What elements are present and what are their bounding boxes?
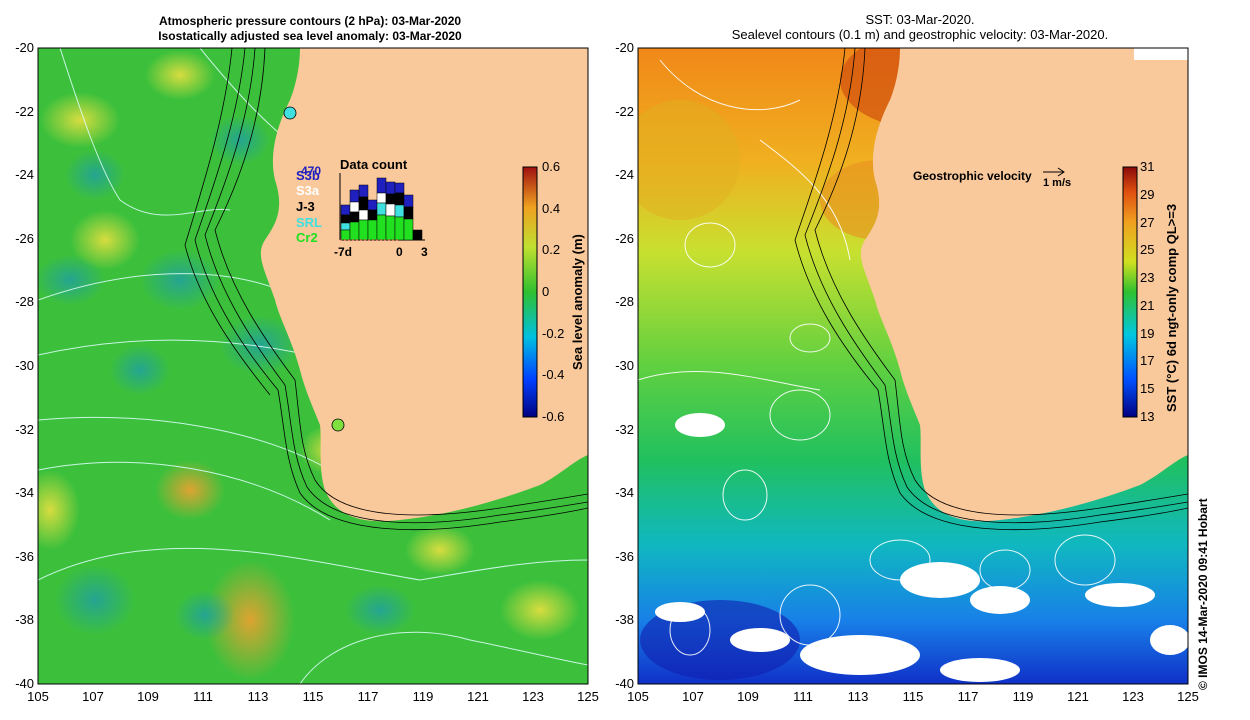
sst-lat-tick: -32 (615, 421, 634, 437)
data-count-title: Data count (340, 157, 408, 172)
sst-colorbar-tick: 23 (1140, 270, 1155, 286)
sla-lat-tick: -32 (15, 421, 34, 437)
sla-map-frame (37, 47, 589, 685)
sat-label-j3: J-3 (296, 199, 315, 214)
tide-gauge-marker-2 (331, 418, 345, 432)
sst-lon-tick: 113 (847, 689, 869, 704)
sla-lon-tick: 109 (137, 689, 159, 704)
sla-colorbar-tick: 0.4 (542, 200, 561, 216)
sst-lat-tick: -28 (615, 294, 634, 310)
sla-lat-tick: -20 (15, 40, 34, 55)
sst-colorbar-tick: 27 (1140, 214, 1155, 230)
sst-lon-tick: 123 (1122, 689, 1144, 704)
right-panel-title: SST: 03-Mar-2020. Sealevel contours (0.1… (660, 12, 1180, 42)
sst-colorbar-label: SST (°C) 6d ngt-only comp QL>=3 (1164, 203, 1179, 412)
sst-colorbar-tick: 17 (1140, 353, 1155, 369)
sst-lat-tick: -26 (615, 230, 634, 246)
sla-colorbar-tick: -0.6 (542, 409, 565, 424)
sla-lat-tick: -28 (15, 294, 34, 310)
sla-lat-tick: -40 (15, 676, 34, 691)
sst-lon-tick: 105 (627, 689, 649, 704)
geostrophic-velocity-label: Geostrophic velocity (913, 169, 1032, 183)
sla-lon-tick: 111 (193, 689, 213, 704)
data-count-max: 470 (301, 164, 322, 178)
sla-colorbar-tick: 0 (542, 284, 550, 299)
sla-lat-tick: -30 (15, 358, 34, 373)
sst-lat-tick: -30 (615, 358, 634, 373)
sla-lon-tick: 117 (357, 689, 379, 704)
inset-xtick-end: 3 (421, 245, 428, 259)
right-title-line1: SST: 03-Mar-2020. (865, 12, 975, 27)
left-panel-title: Atmospheric pressure contours (2 hPa): 0… (60, 14, 560, 44)
sst-lon-tick: 117 (957, 689, 979, 704)
sst-lat-tick: -36 (615, 548, 634, 564)
sst-colorbar-tick: 13 (1140, 409, 1155, 424)
sst-colorbar-tick: 19 (1140, 325, 1155, 341)
sat-label-cr2: Cr2 (296, 230, 318, 245)
sat-label-s3a: S3a (296, 183, 320, 198)
sst-map (638, 48, 1188, 684)
sst-colorbar-tick: 29 (1140, 186, 1155, 202)
sst-lon-tick: 125 (1177, 689, 1199, 704)
sst-map-frame (637, 47, 1189, 685)
data-count-histogram (339, 173, 425, 241)
left-title-line1: Atmospheric pressure contours (2 hPa): 0… (158, 14, 462, 28)
sst-colorbar-tick: 15 (1140, 381, 1155, 397)
sst-lat-tick: -34 (615, 485, 634, 501)
sla-colorbar (522, 166, 538, 418)
sla-lat-tick: -38 (15, 612, 34, 628)
sla-lon-tick: 107 (82, 689, 104, 704)
sla-lon-tick: 121 (467, 689, 489, 704)
sla-lon-tick: 105 (27, 689, 49, 704)
sst-colorbar-tick: 25 (1140, 242, 1155, 258)
sla-colorbar-tick: 0.6 (542, 159, 561, 174)
sst-lon-tick: 111 (793, 689, 813, 704)
sst-lon-tick: 109 (737, 689, 759, 704)
sst-lon-tick: 115 (902, 689, 924, 704)
inset-xtick-zero: 0 (396, 245, 403, 259)
sla-lat-tick: -36 (15, 548, 34, 564)
sla-lon-tick: 119 (412, 689, 434, 704)
sat-label-srl: SRL (296, 215, 322, 230)
sat-label-s3b: S3b (296, 168, 320, 183)
sla-lat-tick: -34 (15, 485, 34, 501)
sst-lon-tick: 119 (1012, 689, 1034, 704)
sla-colorbar-label: Sea level anomaly (m) (570, 234, 585, 370)
sla-map (38, 48, 588, 684)
tide-gauge-marker-1 (283, 106, 297, 120)
sla-lat-tick: -26 (15, 230, 34, 246)
sla-colorbar-tick: 0.2 (542, 242, 561, 258)
geostrophic-velocity-unit: 1 m/s (1043, 177, 1072, 189)
sst-lat-tick: -20 (615, 40, 634, 55)
sst-lat-tick: -22 (615, 103, 634, 119)
sst-colorbar-tick: 31 (1140, 159, 1155, 174)
sla-lat-tick: -24 (15, 167, 34, 183)
sst-lat-tick: -40 (615, 676, 634, 691)
sla-lon-tick: 115 (302, 689, 324, 704)
sla-colorbar-tick: -0.2 (542, 325, 565, 341)
sst-lat-tick: -24 (615, 167, 634, 183)
sst-lon-tick: 107 (682, 689, 704, 704)
sst-lon-tick: 121 (1067, 689, 1089, 704)
sla-lon-tick: 113 (247, 689, 269, 704)
copyright-notice: © IMOS 14-Mar-2020 09:41 Hobart (1196, 498, 1210, 690)
right-title-line2: Sealevel contours (0.1 m) and geostrophi… (731, 27, 1109, 42)
sst-colorbar (1122, 166, 1138, 418)
left-title-line2: Isostatically adjusted sea level anomaly… (158, 29, 462, 43)
sla-lon-tick: 123 (522, 689, 544, 704)
inset-xtick-start: -7d (334, 245, 352, 259)
velocity-arrow-icon (1043, 167, 1065, 177)
sla-lon-tick: 125 (577, 689, 599, 704)
sla-lat-tick: -22 (15, 103, 34, 119)
sst-lat-tick: -38 (615, 612, 634, 628)
sla-colorbar-tick: -0.4 (542, 367, 565, 383)
sst-colorbar-tick: 21 (1140, 297, 1155, 313)
